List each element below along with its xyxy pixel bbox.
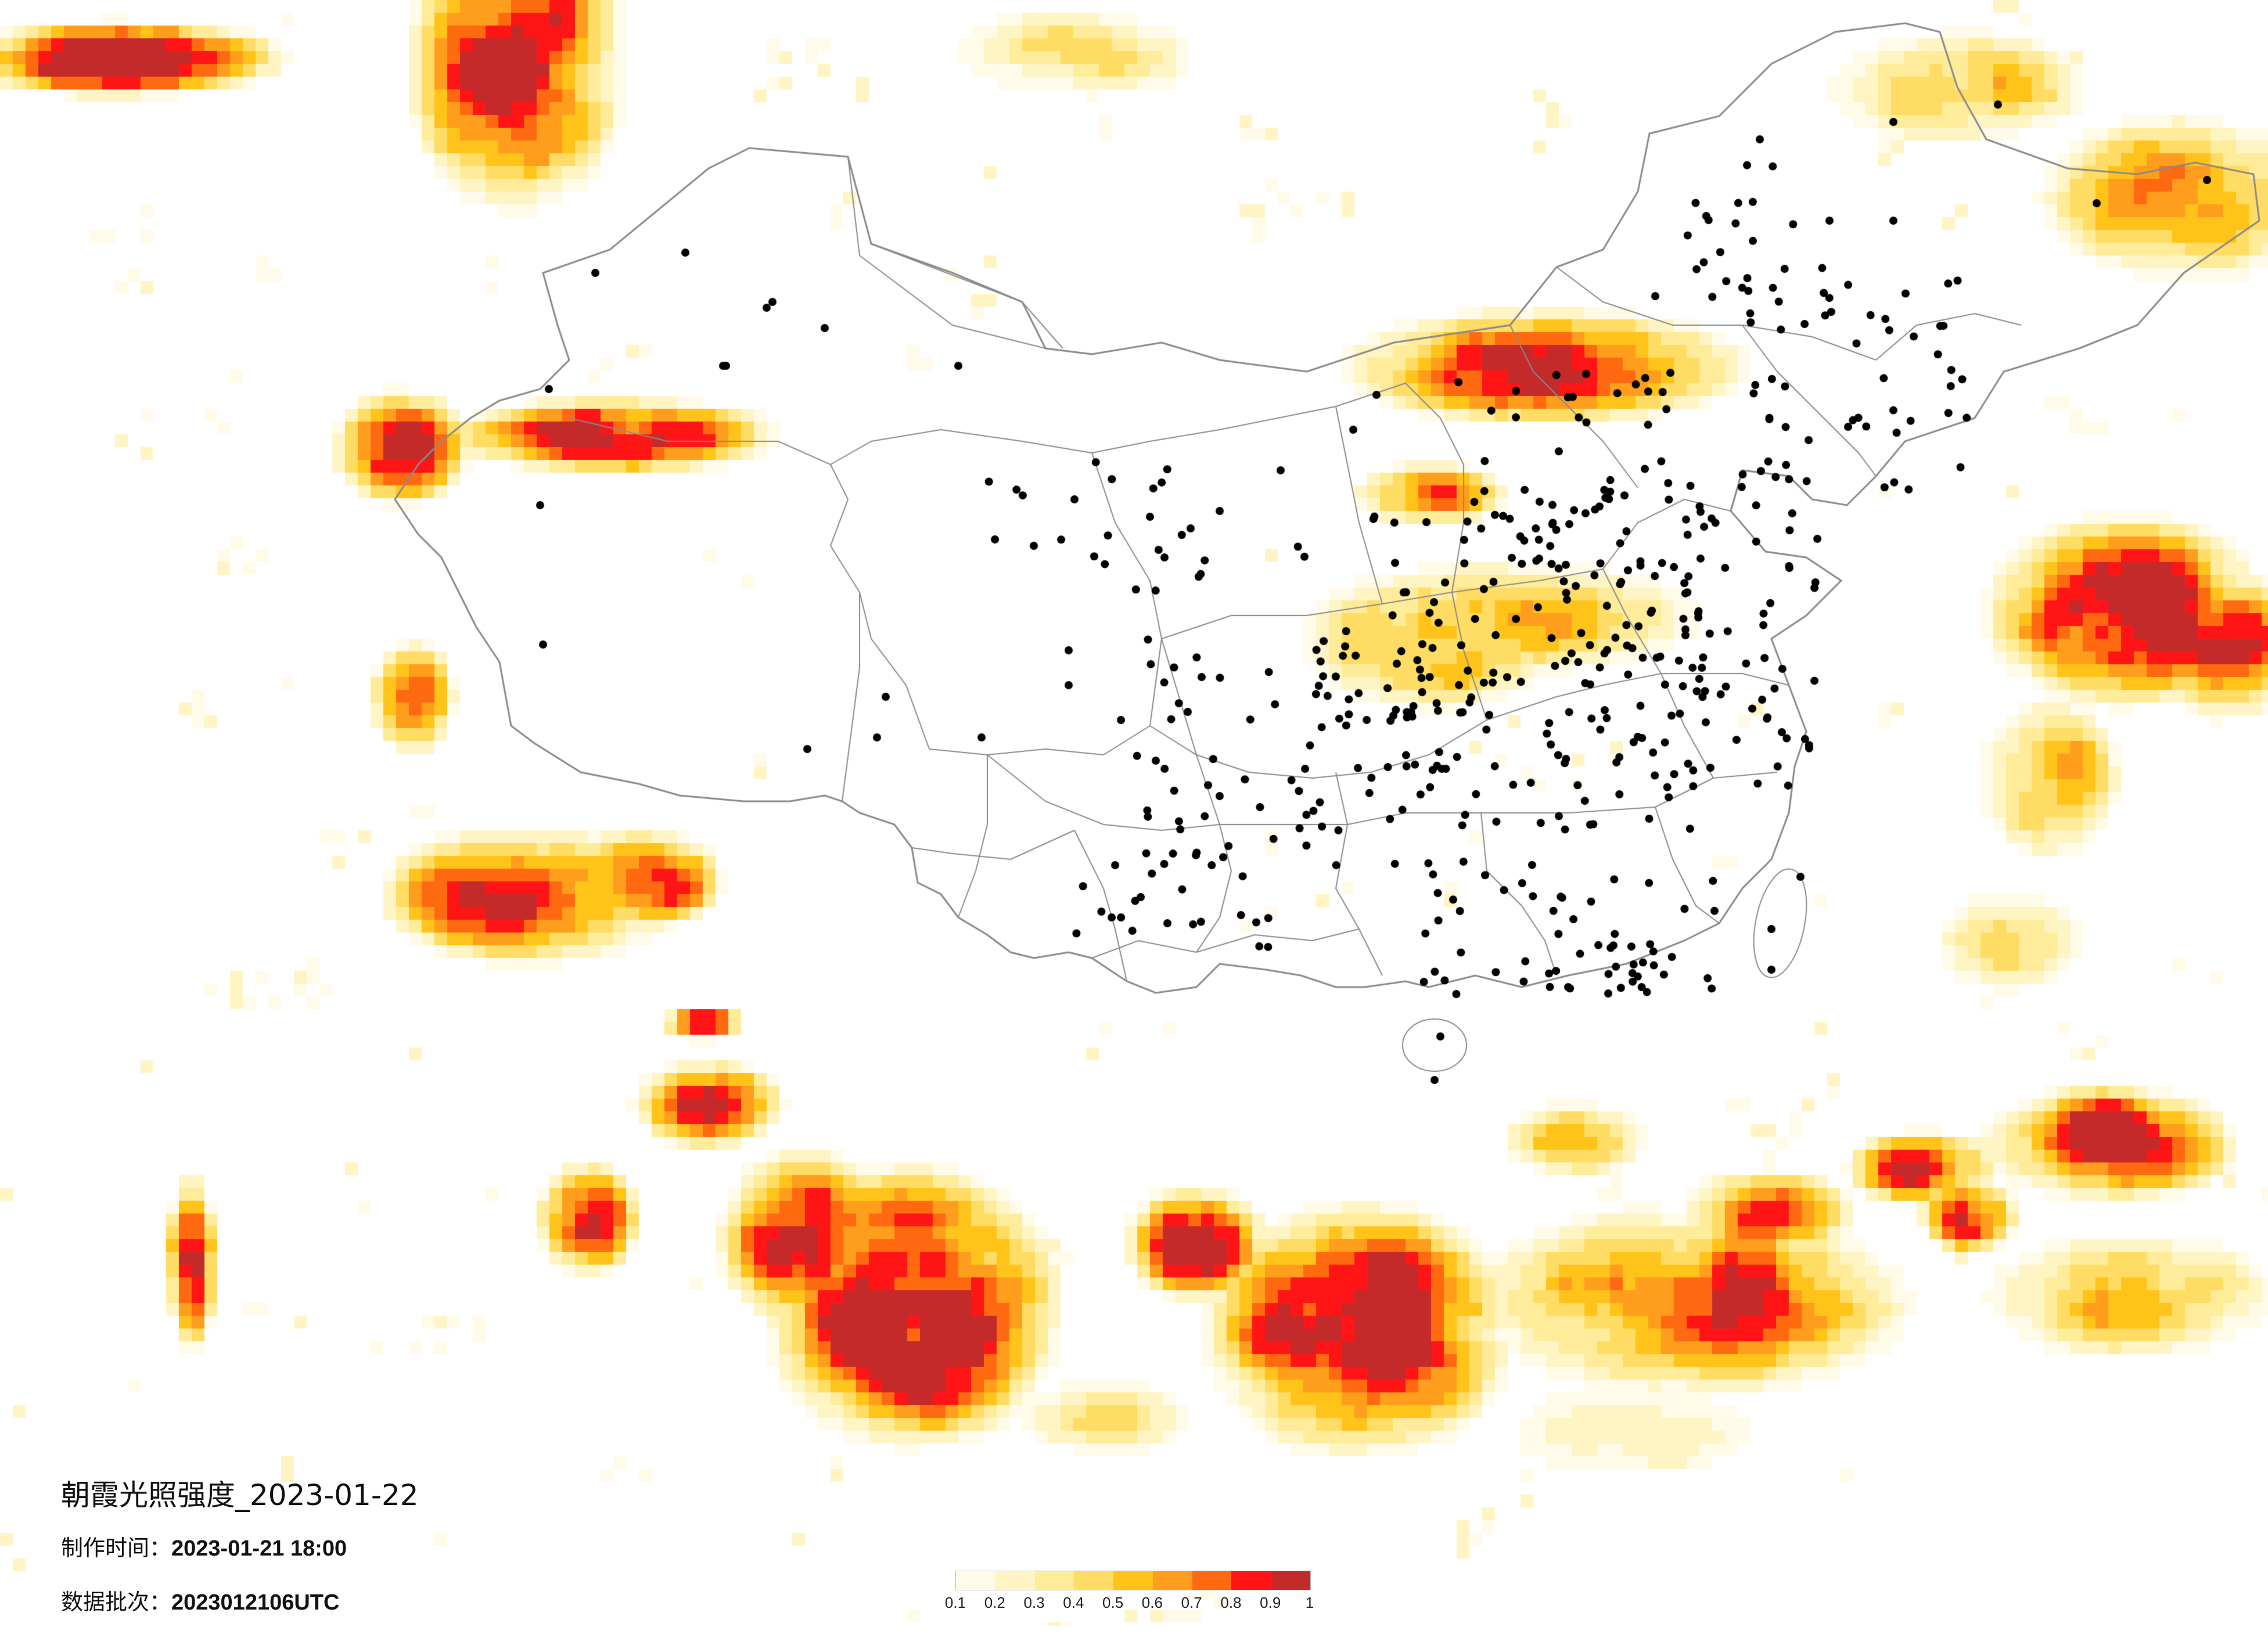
batch-label: 数据批次： [61,1589,172,1615]
made-time-value: 2023-01-21 18:00 [171,1536,347,1561]
legend-tick-label: 0.2 [984,1594,1005,1611]
legend-tick-label: 0.7 [1181,1594,1202,1611]
legend-tick-label: 1 [1305,1594,1314,1611]
batch-row: 数据批次：2023012106UTC [61,1584,419,1616]
map-title-block: 朝霞光照强度_2023-01-22 制作时间：2023-01-21 18:00 … [61,1472,419,1638]
legend-swatch [995,1571,1035,1590]
legend-tick-label: 0.8 [1220,1594,1242,1611]
map-title: 朝霞光照强度_2023-01-22 [61,1478,419,1512]
legend-swatch [1231,1571,1271,1590]
legend-swatch [1192,1571,1232,1590]
legend-swatch [1034,1571,1074,1590]
legend-swatch [1074,1571,1114,1590]
legend-color-bar [955,1571,1311,1590]
legend-swatch [1113,1571,1153,1590]
batch-value: 2023012106UTC [171,1590,340,1615]
color-legend: 0.1 0.2 0.3 0.4 0.5 0.6 0.7 0.8 0.9 1 [945,1571,1315,1623]
legend-swatch [1152,1571,1192,1590]
legend-swatch [956,1571,995,1590]
legend-tick-label: 0.9 [1260,1594,1281,1611]
made-time-row: 制作时间：2023-01-21 18:00 [61,1530,419,1562]
made-time-label: 制作时间： [61,1535,172,1561]
legend-tick-label: 0.1 [944,1594,966,1611]
legend-tick-label: 0.3 [1023,1594,1045,1611]
legend-tick-label: 0.6 [1141,1594,1163,1611]
legend-tick-label: 0.5 [1102,1594,1124,1611]
legend-swatch [1271,1571,1311,1590]
legend-tick-label: 0.4 [1063,1594,1084,1611]
legend-tick-labels: 0.1 0.2 0.3 0.4 0.5 0.6 0.7 0.8 0.9 1 [945,1594,1314,1617]
